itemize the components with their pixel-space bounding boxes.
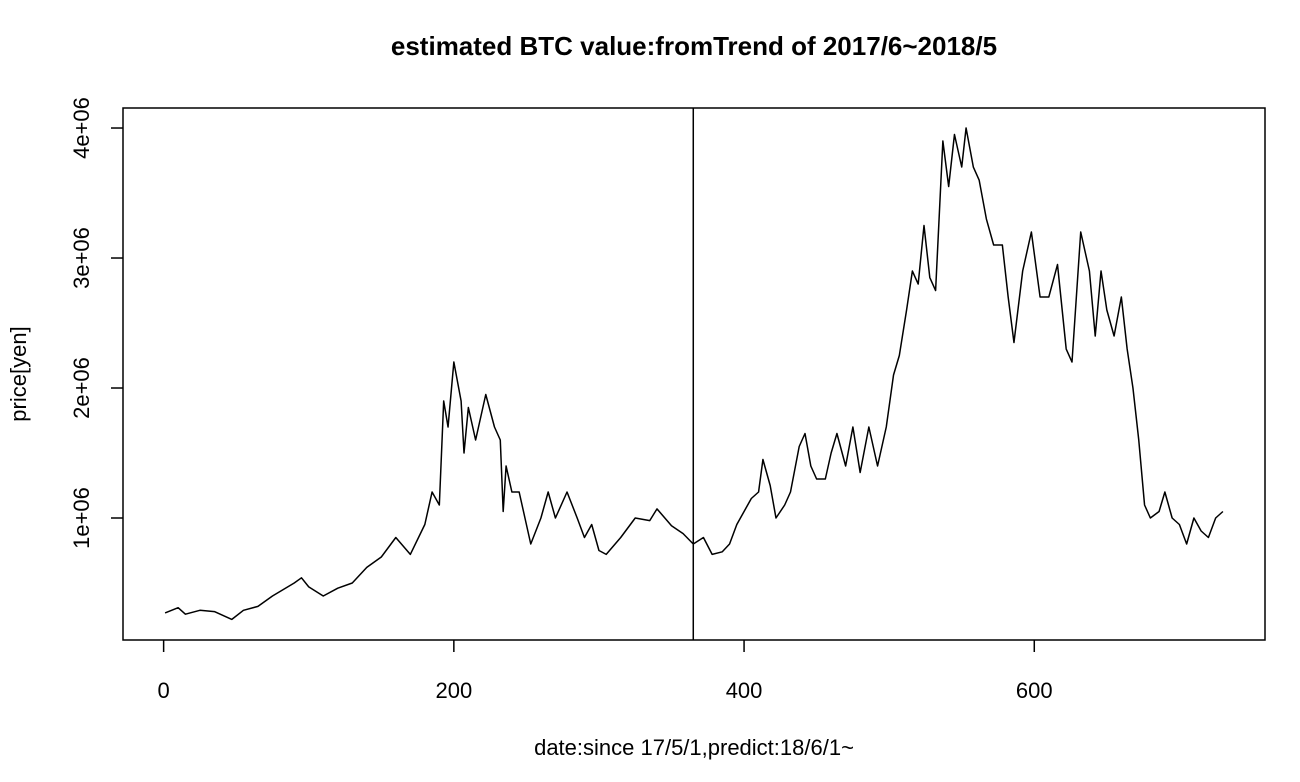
x-axis-label: date:since 17/5/1,predict:18/6/1~ bbox=[534, 735, 854, 760]
y-tick-label: 4e+06 bbox=[69, 97, 94, 159]
x-tick-label: 200 bbox=[435, 678, 472, 703]
x-tick-label: 400 bbox=[726, 678, 763, 703]
y-axis-label: price[yen] bbox=[6, 326, 31, 421]
chart-title: estimated BTC value:fromTrend of 2017/6~… bbox=[391, 31, 997, 61]
y-tick-label: 1e+06 bbox=[69, 487, 94, 549]
x-tick-label: 0 bbox=[158, 678, 170, 703]
y-tick-label: 3e+06 bbox=[69, 227, 94, 289]
y-tick-label: 2e+06 bbox=[69, 357, 94, 419]
x-tick-label: 600 bbox=[1016, 678, 1053, 703]
price-line bbox=[164, 127, 1224, 621]
